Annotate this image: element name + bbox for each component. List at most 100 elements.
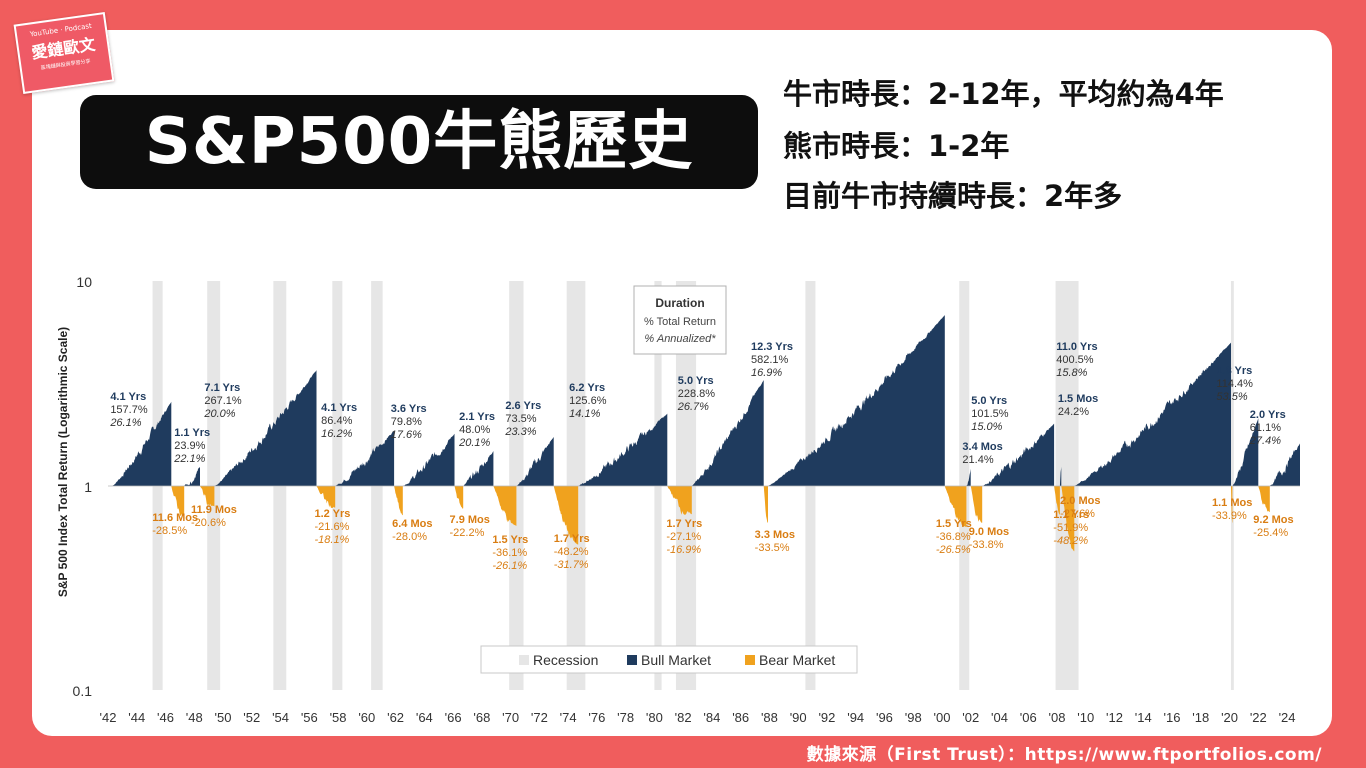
- bear-market-area: [200, 486, 215, 507]
- x-tick-label: '10: [1077, 710, 1094, 725]
- total-return-label: -33.5%: [755, 542, 790, 554]
- bear-market-area: [944, 486, 967, 527]
- x-tick-label: '56: [301, 710, 318, 725]
- total-return-label: -28.0%: [392, 531, 427, 543]
- x-tick-label: '62: [387, 710, 404, 725]
- bear-market-label: 1.1 Yrs-51.9%-48.2%: [1053, 509, 1089, 547]
- duration-label: 11.9 Mos: [191, 504, 237, 516]
- total-return-label: 101.5%: [971, 408, 1009, 420]
- recession-band: [959, 281, 970, 690]
- duration-label: 6.4 Mos: [392, 518, 432, 530]
- x-tick-label: '86: [732, 710, 749, 725]
- x-tick-label: '76: [588, 710, 605, 725]
- y-tick-label: 10: [76, 274, 92, 290]
- x-tick-label: '52: [243, 710, 260, 725]
- recession-band: [207, 281, 221, 690]
- bear-market-label: 1.5 Yrs-36.8%-26.5%: [936, 518, 972, 556]
- bull-market-area: [966, 468, 971, 486]
- annualized-return-label: 23.3%: [504, 426, 536, 438]
- bull-market-area: [112, 401, 172, 486]
- x-tick-label: '70: [502, 710, 519, 725]
- x-tick-label: '04: [991, 710, 1008, 725]
- duration-label: 5.0 Yrs: [971, 395, 1007, 407]
- x-tick-label: '64: [416, 710, 433, 725]
- total-return-label: -27.6%: [1060, 508, 1095, 520]
- x-tick-label: '08: [1049, 710, 1066, 725]
- duration-legend-box: Duration % Total Return % Annualized*: [633, 285, 727, 355]
- x-tick-label: '20: [1221, 710, 1238, 725]
- duration-label: 9.0 Mos: [969, 526, 1009, 538]
- total-return-label: 400.5%: [1056, 354, 1094, 366]
- bear-market-label: 2.0 Mos-27.6%: [1060, 495, 1100, 520]
- bear-market-area: [970, 486, 983, 523]
- duration-label: 11.6 Mos: [152, 512, 198, 524]
- total-return-label: 61.1%: [1250, 422, 1281, 434]
- bear-market-label: 7.9 Mos-22.2%: [450, 514, 490, 539]
- annualized-return-label: 27.4%: [1249, 435, 1281, 447]
- legend-swatch: [745, 655, 755, 665]
- bear-market-area: [493, 486, 517, 526]
- recession-band: [1230, 281, 1234, 690]
- total-return-label: 24.2%: [1058, 406, 1089, 418]
- duration-label: 1.1 Mos: [1212, 497, 1252, 509]
- recession-band: [566, 281, 586, 690]
- bear-market-area: [394, 486, 403, 516]
- x-tick-label: '80: [646, 710, 663, 725]
- annualized-return-label: 26.1%: [109, 417, 141, 429]
- annualized-return-label: 22.1%: [173, 453, 205, 465]
- x-tick-label: '00: [933, 710, 950, 725]
- total-return-label: 267.1%: [204, 395, 242, 407]
- bear-market-label: 3.3 Mos-33.5%: [755, 529, 795, 554]
- x-tick-label: '94: [847, 710, 864, 725]
- x-tick-label: '46: [157, 710, 174, 725]
- x-tick-label: '90: [790, 710, 807, 725]
- total-return-label: -25.4%: [1253, 527, 1288, 539]
- bull-market-area: [214, 370, 317, 486]
- duration-label: 4.1 Yrs: [321, 402, 357, 414]
- y-tick-label: 0.1: [73, 683, 93, 699]
- bear-market-label: 11.6 Mos-28.5%: [152, 512, 198, 537]
- bear-market-area: [171, 486, 185, 516]
- total-return-label: -33.8%: [969, 539, 1004, 551]
- x-tick-label: '96: [876, 710, 893, 725]
- bear-market-label: 1.7 Yrs-27.1%-16.9%: [666, 518, 702, 556]
- total-return-label: -28.5%: [152, 525, 187, 537]
- total-return-label: -36.1%: [492, 547, 527, 559]
- bear-market-series: [171, 486, 1270, 552]
- bull-market-area: [1232, 418, 1259, 486]
- x-tick-label: '66: [445, 710, 462, 725]
- x-tick-label: '54: [272, 710, 289, 725]
- duration-legend-annualized: % Annualized*: [644, 333, 716, 345]
- total-return-label: 23.9%: [174, 440, 205, 452]
- duration-legend-frame: [633, 285, 727, 355]
- total-return-label: 582.1%: [751, 354, 789, 366]
- annualized-return-label: 53.5%: [1216, 391, 1247, 403]
- duration-label: 1.1 Yrs: [1053, 509, 1089, 521]
- x-tick-label: '02: [962, 710, 979, 725]
- legend-item-label: Bull Market: [641, 652, 711, 668]
- annualized-return-label: -31.7%: [554, 559, 589, 571]
- bull-market-area: [1074, 342, 1231, 486]
- bear-market-label: 6.4 Mos-28.0%: [392, 518, 432, 543]
- bear-market-area: [1231, 486, 1233, 523]
- x-tick-label: '12: [1106, 710, 1123, 725]
- x-tick-label: '84: [703, 710, 720, 725]
- bear-market-area: [454, 486, 464, 509]
- duration-label: 6.2 Yrs: [569, 382, 605, 394]
- duration-legend-total: % Total Return: [644, 316, 716, 328]
- duration-label: 7.9 Mos: [450, 514, 490, 526]
- duration-label: 2.0 Yrs: [1250, 409, 1286, 421]
- bull-market-area: [691, 380, 764, 486]
- x-tick-label: '72: [531, 710, 548, 725]
- x-tick-label: '42: [100, 710, 117, 725]
- x-tick-label: '60: [358, 710, 375, 725]
- bull-market-area: [768, 315, 945, 486]
- total-return-label: -51.9%: [1053, 522, 1088, 534]
- duration-label: 5.0 Yrs: [678, 375, 714, 387]
- total-return-label: -48.2%: [554, 546, 589, 558]
- total-return-label: 48.0%: [459, 424, 490, 436]
